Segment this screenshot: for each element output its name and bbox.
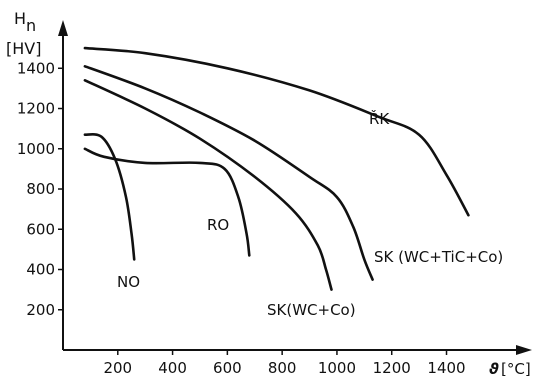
ticks: 200 400 600 800 1000 1200 1400 200 400 600 800 1000… — [17, 59, 466, 377]
y-tick-label: 200 — [26, 301, 55, 319]
series-line — [83, 133, 136, 261]
series-line — [83, 79, 333, 291]
y-tick-label: 600 — [26, 220, 55, 238]
x-tick-label: 800 — [268, 359, 297, 377]
series-line — [83, 46, 470, 217]
y-axis-unit: [HV] — [6, 39, 41, 58]
curves — [83, 46, 470, 291]
label-sk-wc-co: SK(WC+Co) — [267, 301, 356, 319]
x-tick-label: 1000 — [318, 359, 356, 377]
x-tick-label: 1200 — [373, 359, 411, 377]
y-tick-label: 800 — [26, 180, 55, 198]
series-line — [83, 65, 374, 281]
y-tick-label: 1000 — [17, 140, 55, 158]
label-sk-wc-tic-co: SK (WC+TiC+Co) — [374, 248, 503, 266]
y-axis-arrow — [58, 20, 68, 36]
label-rk: ŘK — [369, 109, 390, 128]
x-axis-unit: [°C] — [501, 360, 531, 378]
x-axis-symbol: ϑ — [489, 360, 499, 378]
y-tick-label: 1400 — [17, 59, 55, 77]
y-axis-symbol: H — [14, 9, 26, 28]
x-tick-label: 600 — [213, 359, 242, 377]
series-line — [83, 147, 251, 257]
x-tick-label: 200 — [103, 359, 132, 377]
label-no: NO — [117, 273, 140, 291]
label-ro: RO — [207, 216, 229, 234]
y-tick-label: 1200 — [17, 100, 55, 118]
x-tick-label: 1400 — [427, 359, 465, 377]
y-axis-subscript: n — [26, 16, 36, 35]
x-tick-label: 400 — [158, 359, 187, 377]
y-tick-label: 400 — [26, 261, 55, 279]
x-axis-arrow — [516, 345, 532, 355]
